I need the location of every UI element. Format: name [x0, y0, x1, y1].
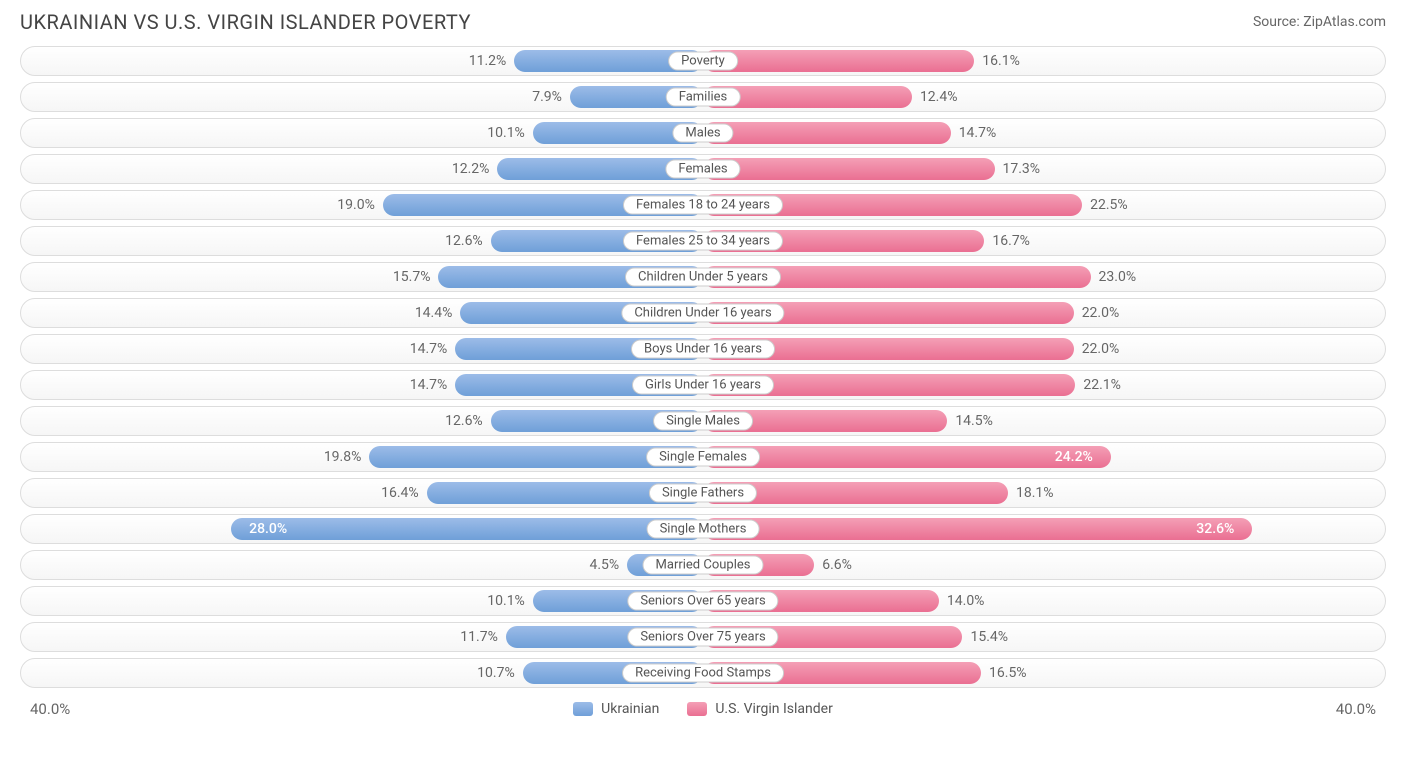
legend-swatch-pink: [687, 702, 707, 716]
category-label: Males: [672, 124, 733, 143]
value-left: 19.0%: [337, 194, 375, 216]
value-left: 12.6%: [445, 230, 483, 252]
chart-row: 12.6% 16.7% Females 25 to 34 years: [20, 226, 1386, 256]
legend-item-right: U.S. Virgin Islander: [687, 701, 833, 717]
chart-row: 28.0% 32.6% Single Mothers: [20, 514, 1386, 544]
chart-row: 14.7% 22.1% Girls Under 16 years: [20, 370, 1386, 400]
chart-row: 12.6% 14.5% Single Males: [20, 406, 1386, 436]
value-left: 12.2%: [452, 158, 490, 180]
chart-row: 10.7% 16.5% Receiving Food Stamps: [20, 658, 1386, 688]
value-left: 11.2%: [469, 50, 507, 72]
chart-row: 16.4% 18.1% Single Fathers: [20, 478, 1386, 508]
category-label: Boys Under 16 years: [631, 340, 775, 359]
chart-row: 12.2% 17.3% Females: [20, 154, 1386, 184]
value-left: 10.1%: [487, 590, 525, 612]
value-right: 14.5%: [955, 410, 993, 432]
value-right: 12.4%: [920, 86, 958, 108]
value-left: 19.8%: [324, 446, 362, 468]
value-right: 16.7%: [992, 230, 1030, 252]
value-right: 17.3%: [1003, 158, 1041, 180]
value-left: 7.9%: [532, 86, 562, 108]
category-label: Single Males: [653, 412, 753, 431]
value-right: 32.6%: [1196, 518, 1234, 540]
value-right: 22.1%: [1083, 374, 1121, 396]
value-left: 10.1%: [487, 122, 525, 144]
category-label: Single Fathers: [649, 484, 757, 503]
value-right: 23.0%: [1099, 266, 1137, 288]
value-right: 14.0%: [947, 590, 985, 612]
bar-right: [703, 122, 951, 144]
value-right: 24.2%: [1055, 446, 1093, 468]
value-left: 16.4%: [381, 482, 419, 504]
chart-row: 4.5% 6.6% Married Couples: [20, 550, 1386, 580]
bar-right: [703, 518, 1252, 540]
value-right: 16.5%: [989, 662, 1027, 684]
value-right: 14.7%: [959, 122, 997, 144]
value-left: 14.4%: [415, 302, 453, 324]
chart-row: 10.1% 14.0% Seniors Over 65 years: [20, 586, 1386, 616]
value-left: 14.7%: [410, 338, 448, 360]
value-left: 28.0%: [249, 518, 287, 540]
chart-header: UKRAINIAN VS U.S. VIRGIN ISLANDER POVERT…: [0, 0, 1406, 42]
category-label: Females: [665, 160, 740, 179]
value-left: 11.7%: [460, 626, 498, 648]
value-left: 14.7%: [410, 374, 448, 396]
chart-row: 14.7% 22.0% Boys Under 16 years: [20, 334, 1386, 364]
chart-source: Source: ZipAtlas.com: [1253, 14, 1386, 30]
category-label: Children Under 5 years: [625, 268, 781, 287]
category-label: Females 18 to 24 years: [623, 196, 783, 215]
chart-row: 19.0% 22.5% Females 18 to 24 years: [20, 190, 1386, 220]
chart-row: 11.7% 15.4% Seniors Over 75 years: [20, 622, 1386, 652]
value-left: 10.7%: [477, 662, 515, 684]
value-right: 16.1%: [982, 50, 1020, 72]
chart-row: 15.7% 23.0% Children Under 5 years: [20, 262, 1386, 292]
value-right: 22.5%: [1090, 194, 1128, 216]
value-right: 18.1%: [1016, 482, 1054, 504]
bar-right: [703, 50, 974, 72]
category-label: Single Mothers: [647, 520, 760, 539]
chart-row: 11.2% 16.1% Poverty: [20, 46, 1386, 76]
category-label: Married Couples: [643, 556, 764, 575]
category-label: Poverty: [668, 52, 738, 71]
category-label: Receiving Food Stamps: [622, 664, 784, 683]
legend-item-left: Ukrainian: [573, 701, 659, 717]
chart-row: 14.4% 22.0% Children Under 16 years: [20, 298, 1386, 328]
chart-area: 11.2%16.1%Poverty7.9%12.4%Families10.1%1…: [0, 42, 1406, 688]
category-label: Seniors Over 75 years: [627, 628, 778, 647]
category-label: Girls Under 16 years: [632, 376, 774, 395]
legend: Ukrainian U.S. Virgin Islander: [573, 701, 833, 717]
value-left: 4.5%: [590, 554, 620, 576]
category-label: Single Females: [646, 448, 760, 467]
axis-label-left: 40.0%: [30, 700, 70, 718]
bar-right: [703, 446, 1111, 468]
bar-right: [703, 158, 995, 180]
value-right: 15.4%: [970, 626, 1008, 648]
legend-label-right: U.S. Virgin Islander: [715, 701, 833, 717]
value-right: 6.6%: [822, 554, 852, 576]
chart-row: 7.9% 12.4% Families: [20, 82, 1386, 112]
value-left: 12.6%: [445, 410, 483, 432]
bar-left: [231, 518, 703, 540]
legend-swatch-blue: [573, 702, 593, 716]
chart-row: 10.1% 14.7% Males: [20, 118, 1386, 148]
value-right: 22.0%: [1082, 302, 1120, 324]
chart-footer: 40.0% Ukrainian U.S. Virgin Islander 40.…: [0, 694, 1406, 718]
category-label: Families: [666, 88, 741, 107]
category-label: Children Under 16 years: [621, 304, 784, 323]
legend-label-left: Ukrainian: [601, 701, 659, 717]
category-label: Seniors Over 65 years: [627, 592, 778, 611]
chart-title: UKRAINIAN VS U.S. VIRGIN ISLANDER POVERT…: [20, 10, 471, 34]
value-right: 22.0%: [1082, 338, 1120, 360]
value-left: 15.7%: [393, 266, 431, 288]
category-label: Females 25 to 34 years: [623, 232, 783, 251]
chart-row: 19.8% 24.2% Single Females: [20, 442, 1386, 472]
axis-label-right: 40.0%: [1336, 700, 1376, 718]
